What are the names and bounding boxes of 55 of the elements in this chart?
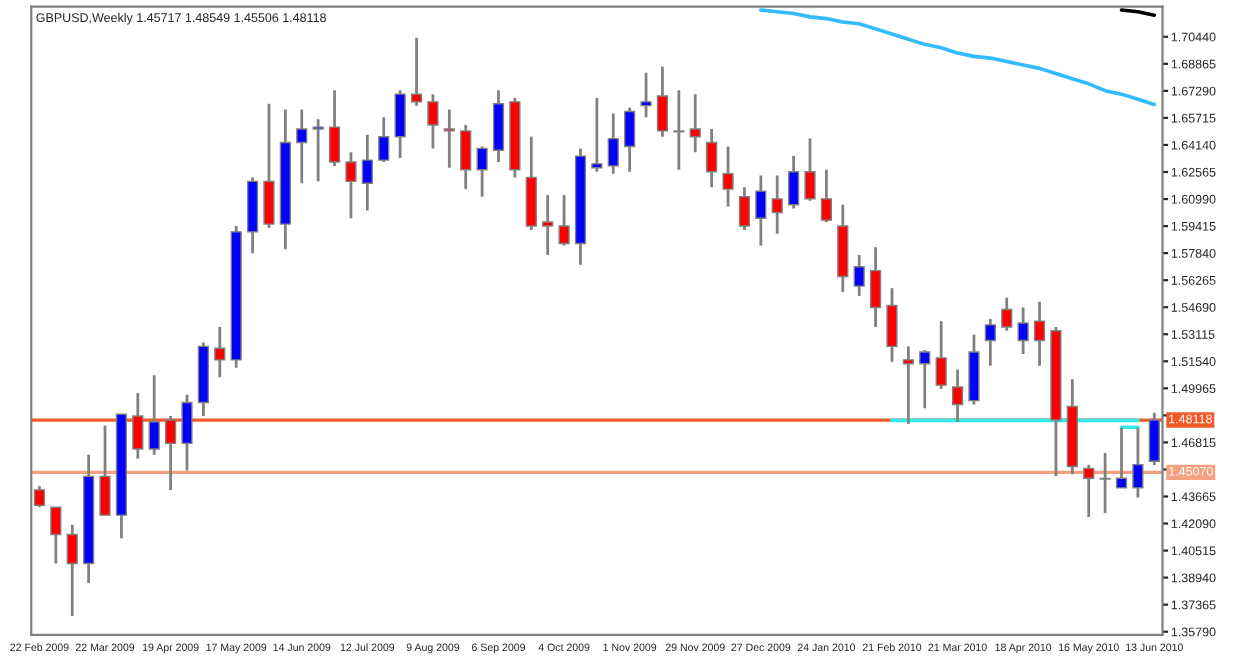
candlestick [410, 36, 423, 108]
candlestick [542, 193, 554, 257]
candlestick [378, 115, 390, 164]
candlestick [1017, 306, 1029, 356]
candlestick [706, 127, 718, 189]
candlestick [984, 317, 996, 368]
candlestick [460, 123, 472, 191]
candlestick [394, 88, 406, 160]
candlestick [148, 373, 160, 457]
candlestick [164, 414, 177, 492]
candlestick [919, 348, 931, 410]
candlestick [935, 319, 947, 391]
candlestick [640, 71, 652, 119]
candlestick [296, 108, 308, 185]
candlestick [99, 424, 111, 517]
candlestick [788, 154, 800, 210]
candlestick [656, 65, 669, 139]
candlestick [869, 245, 882, 329]
candlestick [66, 523, 78, 618]
candlestick [361, 133, 373, 212]
candlestick [427, 92, 439, 150]
candlestick [886, 286, 898, 364]
candlestick [132, 391, 144, 461]
candlestick [50, 505, 62, 565]
candlestick [722, 145, 734, 208]
candlestick [443, 108, 455, 170]
candlestick [1132, 426, 1144, 500]
candlestick [181, 393, 193, 472]
candlestick [624, 106, 636, 174]
candlestick [328, 88, 341, 168]
candlestick [853, 253, 865, 298]
candlestick [1115, 426, 1128, 490]
candlestick [345, 150, 357, 220]
candlestick [771, 174, 783, 236]
candlestick [1083, 463, 1095, 519]
candlestick [902, 344, 914, 426]
candlestick [738, 185, 751, 232]
candlestick [263, 102, 275, 230]
candlestick [1033, 300, 1046, 368]
candlestick [1099, 451, 1111, 515]
candlestick [689, 92, 701, 154]
candlestick [558, 193, 570, 247]
candlestick [214, 325, 226, 379]
candlestick [476, 145, 488, 199]
line-series [759, 8, 1157, 107]
candlestick [312, 117, 324, 183]
candlestick [1001, 296, 1013, 333]
candlestick [492, 88, 505, 164]
candlestick [755, 174, 767, 247]
candlestick [804, 137, 816, 203]
candlestick [607, 112, 619, 176]
candlestick [591, 96, 603, 174]
candlestick [673, 88, 685, 172]
candlestick [951, 368, 964, 424]
candlestick [820, 168, 833, 224]
